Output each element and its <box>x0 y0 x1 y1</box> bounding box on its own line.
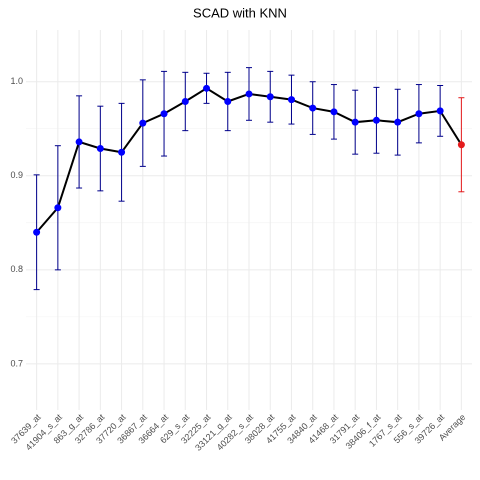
point <box>96 145 104 153</box>
point <box>203 84 211 92</box>
point <box>436 107 444 115</box>
point <box>287 96 295 104</box>
y-tick-label: 0.7 <box>10 358 23 368</box>
point <box>351 118 359 126</box>
point <box>394 118 402 126</box>
point <box>54 204 62 212</box>
point <box>372 116 380 124</box>
y-tick-label: 1.0 <box>10 76 23 86</box>
point <box>266 93 274 101</box>
point <box>245 90 253 98</box>
point <box>75 138 83 146</box>
point <box>457 141 465 149</box>
y-tick-label: 0.8 <box>10 264 23 274</box>
y-tick-label: 0.9 <box>10 170 23 180</box>
point <box>139 119 147 127</box>
point <box>181 97 189 105</box>
point <box>309 104 317 112</box>
point <box>33 228 41 236</box>
chart-title: SCAD with KNN <box>193 5 287 20</box>
point <box>415 110 423 118</box>
point <box>224 97 232 105</box>
point <box>330 108 338 116</box>
point <box>118 148 126 156</box>
point <box>160 110 168 118</box>
